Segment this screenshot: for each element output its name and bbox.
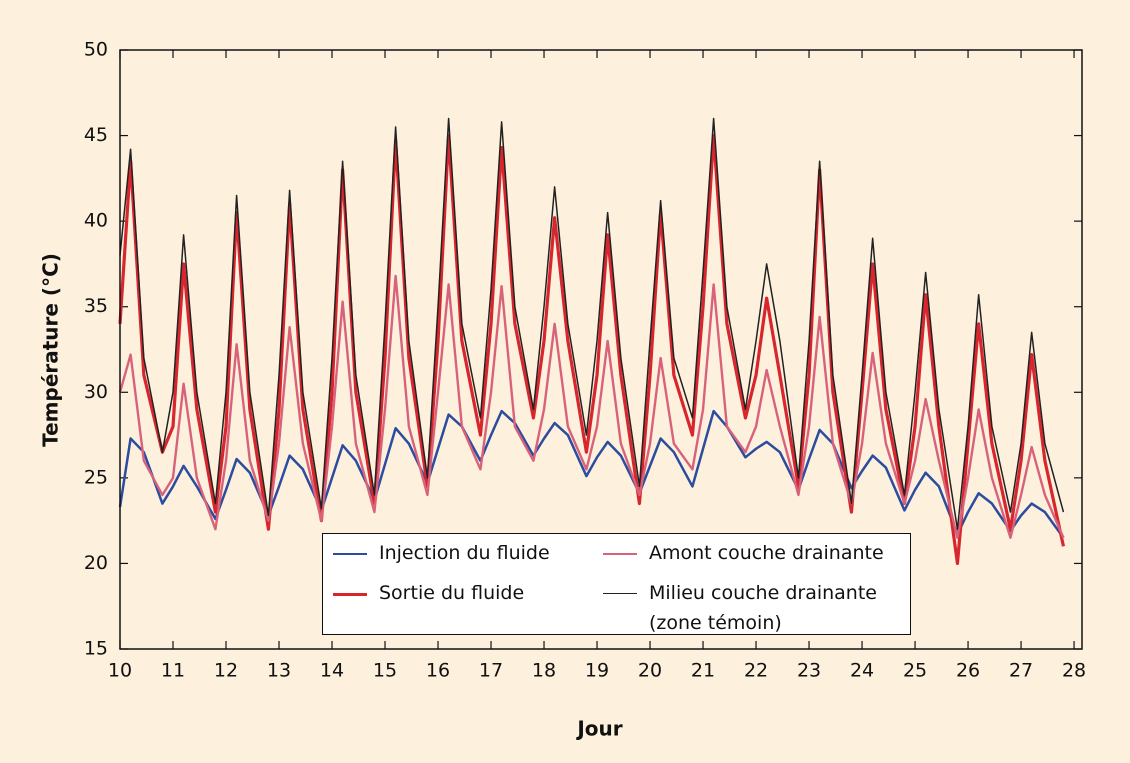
x-tick-label: 25	[903, 660, 927, 682]
y-tick-label: 15	[84, 638, 108, 660]
series-line	[118, 274, 1065, 539]
legend-item: Amont couche drainante	[603, 542, 913, 582]
legend-label: Milieu couche drainante (zone témoin)	[649, 582, 877, 634]
y-tick-label: 20	[84, 552, 108, 574]
x-tick-label: 17	[479, 660, 503, 682]
y-tick-label: 30	[84, 381, 108, 403]
legend-label: Injection du fluide	[379, 542, 550, 564]
x-tick-label: 26	[956, 660, 980, 682]
x-tick-label: 24	[850, 660, 874, 682]
y-tick-label: 45	[84, 124, 108, 146]
y-axis-label: Température (°C)	[39, 253, 63, 447]
y-tick-label: 35	[84, 295, 108, 317]
x-tick-label: 10	[108, 660, 132, 682]
y-tick-label: 40	[84, 210, 108, 232]
series-line	[118, 409, 1065, 539]
legend: Injection du fluide Sortie du fluide Amont…	[322, 533, 911, 635]
x-tick-label: 11	[161, 660, 185, 682]
legend-swatch	[603, 593, 637, 594]
legend-item: Sortie du fluide	[333, 582, 603, 642]
y-tick-label: 25	[84, 466, 108, 488]
series-line	[119, 117, 1065, 530]
legend-swatch	[333, 593, 367, 596]
legend-label: Sortie du fluide	[379, 582, 525, 604]
x-tick-label: 21	[691, 660, 715, 682]
x-tick-label: 18	[532, 660, 556, 682]
legend-label: Amont couche drainante	[649, 542, 884, 564]
y-tick-label: 50	[84, 39, 108, 61]
legend-swatch	[603, 553, 637, 555]
x-tick-label: 28	[1062, 660, 1086, 682]
legend-item: Injection du fluide	[333, 542, 603, 582]
x-tick-label: 23	[797, 660, 821, 682]
plot-frame	[119, 49, 1083, 650]
x-tick-label: 13	[267, 660, 291, 682]
x-tick-label: 15	[373, 660, 397, 682]
x-axis-label: Jour	[575, 717, 622, 741]
x-tick-label: 22	[744, 660, 768, 682]
series-line	[118, 133, 1066, 566]
x-tick-label: 27	[1009, 660, 1033, 682]
x-tick-label: 16	[426, 660, 450, 682]
x-tick-label: 20	[638, 660, 662, 682]
x-tick-label: 14	[320, 660, 344, 682]
legend-item: Milieu couche drainante (zone témoin)	[603, 582, 913, 642]
legend-swatch	[333, 553, 367, 555]
x-tick-label: 19	[585, 660, 609, 682]
x-tick-label: 12	[214, 660, 238, 682]
